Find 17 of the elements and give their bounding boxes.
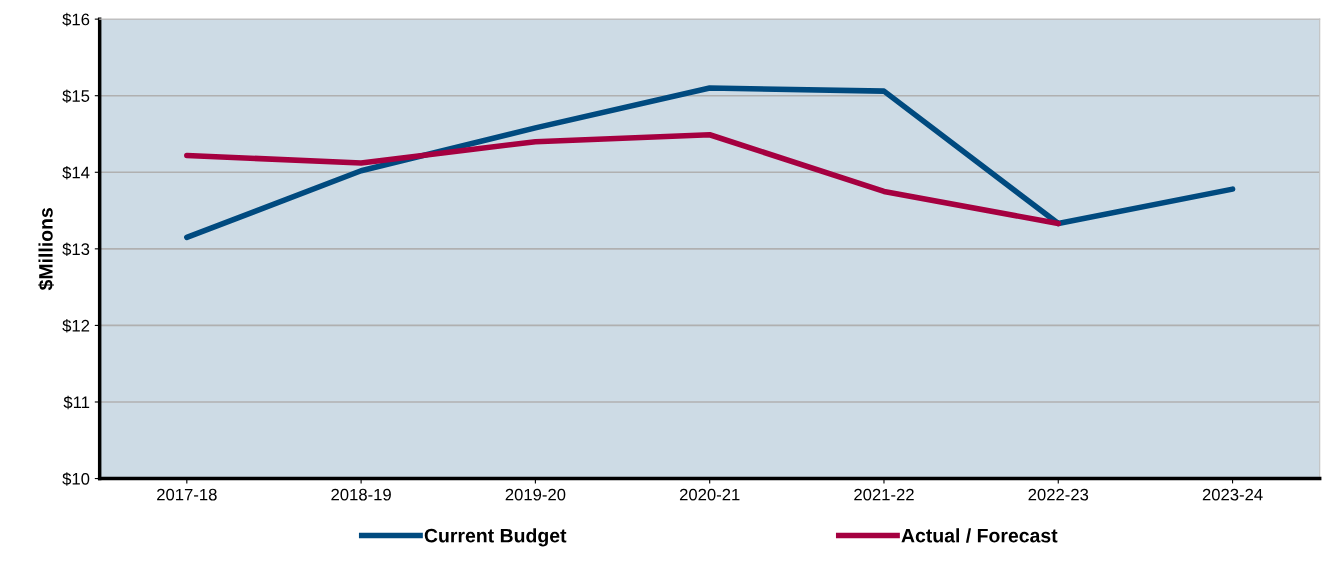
y-tick-label: $12 — [62, 319, 90, 333]
x-tick-label: 2021-22 — [854, 488, 914, 501]
x-tick-label: 2020-21 — [679, 488, 740, 501]
legend-label: Current Budget — [424, 528, 567, 547]
y-tick-label: $15 — [62, 89, 90, 103]
y-tick-label: $13 — [62, 242, 90, 257]
y-tick-label: $14 — [62, 165, 90, 180]
x-tick-label: 2019-20 — [505, 488, 566, 501]
x-tick-label: 2017-18 — [157, 488, 217, 501]
y-tick-label: $10 — [62, 472, 90, 486]
x-tick-label: 2023-24 — [1202, 488, 1263, 501]
y-tick-label: $16 — [62, 12, 90, 27]
y-axis-title: $Millions — [38, 208, 54, 291]
x-tick-label: 2018-19 — [331, 488, 391, 501]
y-tick-label: $11 — [63, 395, 90, 410]
legend-label: Actual / Forecast — [901, 528, 1058, 543]
x-tick-label: 2022-23 — [1028, 488, 1089, 501]
